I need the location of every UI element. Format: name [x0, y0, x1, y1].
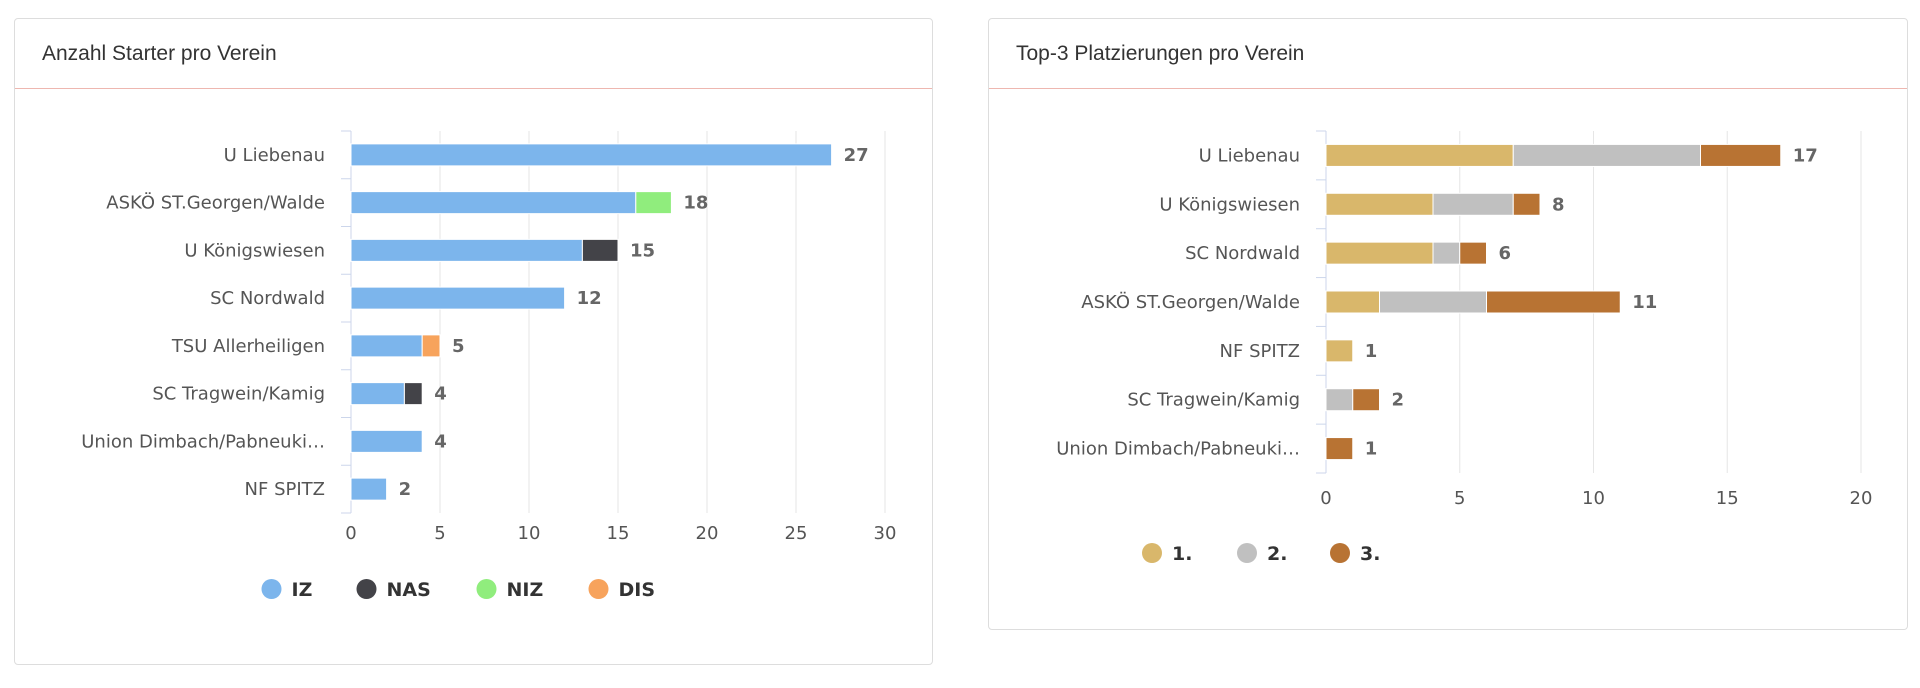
data-label: 15 — [630, 240, 655, 261]
bar-segment-3 — [1352, 388, 1380, 412]
bar-segment-1 — [1325, 192, 1434, 216]
legend-symbol — [1237, 543, 1257, 563]
legend-item-nas: NAS — [356, 579, 431, 601]
legend-item-3: 3. — [1330, 543, 1380, 565]
x-tick-label: 15 — [1716, 488, 1739, 509]
legend-label: DIS — [619, 579, 656, 601]
x-tick-label: 10 — [1582, 488, 1605, 509]
legend-symbol — [261, 579, 282, 599]
category-label: TSU Allerheiligen — [171, 336, 325, 357]
bar-segment-3 — [1700, 143, 1782, 167]
data-label: 17 — [1793, 145, 1818, 166]
bar-segment-nas — [403, 382, 423, 406]
x-tick-label: 30 — [874, 523, 897, 544]
x-tick-label: 20 — [1850, 488, 1873, 509]
legend-label: NIZ — [507, 579, 544, 601]
data-label: 2 — [399, 479, 412, 500]
category-label: U Königswiesen — [184, 240, 325, 261]
bar-segment-2 — [1432, 192, 1514, 216]
category-label: SC Tragwein/Kamig — [152, 384, 325, 405]
bar-segment-3 — [1512, 192, 1541, 216]
bar-segment-nas — [581, 238, 619, 262]
bar-segment-2 — [1379, 290, 1487, 314]
legend-item-2: 2. — [1237, 543, 1287, 565]
bar-segment-3 — [1325, 437, 1354, 461]
x-tick-label: 5 — [1454, 488, 1465, 509]
starters-chart: U Liebenau 27 ASKÖ ST.Georgen/Walde 18 U Kön… — [81, 130, 897, 601]
category-label: ASKÖ ST.Georgen/Walde — [1081, 291, 1300, 313]
bar-segment-iz — [350, 429, 423, 453]
bar-segment-iz — [350, 286, 566, 310]
data-label: 18 — [683, 193, 708, 214]
data-label: 6 — [1499, 243, 1512, 264]
legend-symbol — [476, 579, 497, 599]
chart-panel-starters: Anzahl Starter pro Verein U Liebenau 27 AS… — [14, 18, 933, 665]
legend-label: 2. — [1267, 543, 1287, 565]
legend-item-1: 1. — [1142, 543, 1192, 565]
bar-segment-3 — [1486, 290, 1621, 314]
panel-title: Top-3 Platzierungen pro Verein — [989, 19, 1907, 89]
bar-segment-1 — [1325, 241, 1434, 265]
bar-segment-3 — [1459, 241, 1487, 265]
data-label: 2 — [1392, 390, 1405, 411]
legend-symbol — [588, 579, 609, 599]
legend-item-dis: DIS — [588, 579, 656, 601]
category-label: Union Dimbach/Pabneuki… — [1056, 439, 1300, 460]
bar-segment-iz — [350, 477, 388, 501]
x-tick-label: 5 — [434, 523, 445, 544]
legend-symbol — [1142, 543, 1162, 563]
x-tick-label: 25 — [785, 523, 808, 544]
category-label: Union Dimbach/Pabneuki… — [81, 431, 325, 452]
bar-segment-iz — [350, 143, 833, 167]
x-tick-label: 10 — [518, 523, 541, 544]
data-label: 27 — [844, 145, 869, 166]
category-label: ASKÖ ST.Georgen/Walde — [106, 192, 325, 214]
category-label: NF SPITZ — [1220, 341, 1300, 362]
legend-label: 3. — [1360, 543, 1380, 565]
x-tick-label: 0 — [1320, 488, 1331, 509]
bar-segment-2 — [1325, 388, 1354, 412]
bar-segment-iz — [350, 382, 405, 406]
x-tick-label: 0 — [345, 523, 356, 544]
legend-label: 1. — [1172, 543, 1192, 565]
category-label: NF SPITZ — [245, 479, 325, 500]
bar-segment-iz — [350, 334, 423, 358]
data-label: 4 — [434, 431, 447, 452]
data-label: 11 — [1632, 292, 1657, 313]
category-label: U Liebenau — [1199, 145, 1300, 166]
placements-chart: U Liebenau 17 U Königswiesen 8 SC Nordwald 6 A… — [1056, 130, 1873, 565]
legend-item-niz: NIZ — [476, 579, 544, 601]
bar-segment-dis — [421, 334, 441, 358]
bar-segment-2 — [1432, 241, 1461, 265]
chart-panel-placements: Top-3 Platzierungen pro Verein U Liebena… — [988, 18, 1908, 630]
legend-symbol — [1330, 543, 1350, 563]
category-label: U Königswiesen — [1159, 194, 1300, 215]
data-label: 12 — [577, 288, 602, 309]
legend-item-iz: IZ — [261, 579, 313, 601]
data-label: 8 — [1552, 194, 1565, 215]
bar-segment-1 — [1325, 339, 1354, 363]
bar-segment-iz — [350, 238, 583, 262]
category-label: SC Nordwald — [210, 288, 325, 309]
category-label: SC Tragwein/Kamig — [1127, 390, 1300, 411]
legend-label: NAS — [387, 579, 431, 601]
data-label: 1 — [1365, 341, 1378, 362]
data-label: 4 — [434, 384, 447, 405]
category-label: U Liebenau — [224, 145, 325, 166]
bar-segment-1 — [1325, 143, 1514, 167]
panel-title: Anzahl Starter pro Verein — [15, 19, 932, 89]
legend-label: IZ — [292, 579, 313, 601]
bar-segment-1 — [1325, 290, 1380, 314]
data-label: 5 — [452, 336, 465, 357]
data-label: 1 — [1365, 439, 1378, 460]
x-tick-label: 15 — [607, 523, 630, 544]
bar-segment-niz — [635, 191, 672, 215]
category-label: SC Nordwald — [1185, 243, 1300, 264]
bar-segment-2 — [1512, 143, 1701, 167]
bar-segment-iz — [350, 191, 637, 215]
x-tick-label: 20 — [696, 523, 719, 544]
legend-symbol — [356, 579, 377, 599]
